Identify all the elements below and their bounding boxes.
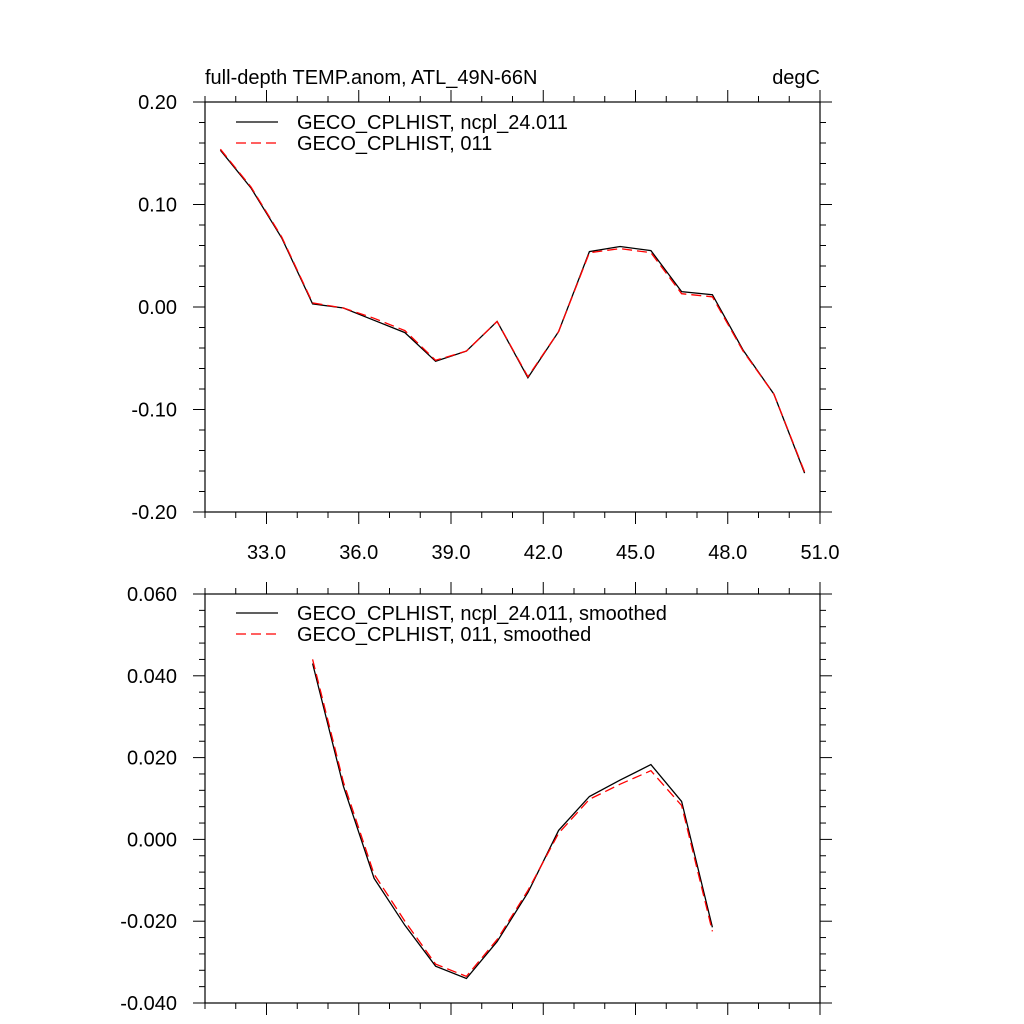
x-tick-label: 42.0 [524, 542, 563, 564]
y-tick-label: 0.00 [138, 297, 177, 319]
y-tick-label: -0.040 [120, 993, 177, 1015]
plot-frame [204, 101, 821, 513]
y-tick-label: -0.020 [120, 911, 177, 933]
legend-label-1: GECO_CPLHIST, ncpl_24.011 [297, 112, 568, 134]
y-tick-label: 0.040 [127, 666, 177, 688]
plot-frame [204, 593, 821, 1004]
units-label: degC [772, 67, 820, 89]
x-tick-label: 48.0 [708, 542, 747, 564]
y-tick-label: 0.10 [138, 195, 177, 217]
y-tick-label: 0.000 [127, 829, 177, 851]
x-tick-label: 45.0 [616, 542, 655, 564]
y-tick-label: 0.20 [138, 92, 177, 114]
series-line-1 [311, 663, 714, 980]
x-tick-label: 51.0 [801, 542, 840, 564]
series-line-2 [311, 659, 714, 978]
bottom-panel: 0.060 0.040 0.020 0.000 -0.020 -0.040 GECO_CPL… [120, 582, 832, 1015]
legend-label-2: GECO_CPLHIST, 011 [297, 133, 492, 155]
top-panel: 0.20 0.10 0.00 -0.10 -0.20 33.0 36.0 39.0 42.0 45… [131, 67, 839, 564]
x-tick-label: 36.0 [339, 542, 378, 564]
legend-label-1: GECO_CPLHIST, ncpl_24.011, smoothed [297, 603, 667, 625]
chart-title: full-depth TEMP.anom, ATL_49N-66N [205, 67, 537, 89]
y-tick-label: 0.060 [127, 584, 177, 606]
x-tick-label: 39.0 [432, 542, 471, 564]
y-tick-label: 0.020 [127, 748, 177, 770]
legend-label-2: GECO_CPLHIST, 011, smoothed [297, 624, 591, 646]
y-tick-label: -0.20 [131, 502, 177, 524]
series-line-1 [219, 149, 806, 474]
y-tick-label: -0.10 [131, 400, 177, 422]
x-tick-label: 33.0 [247, 542, 286, 564]
series-line-2 [219, 148, 806, 473]
